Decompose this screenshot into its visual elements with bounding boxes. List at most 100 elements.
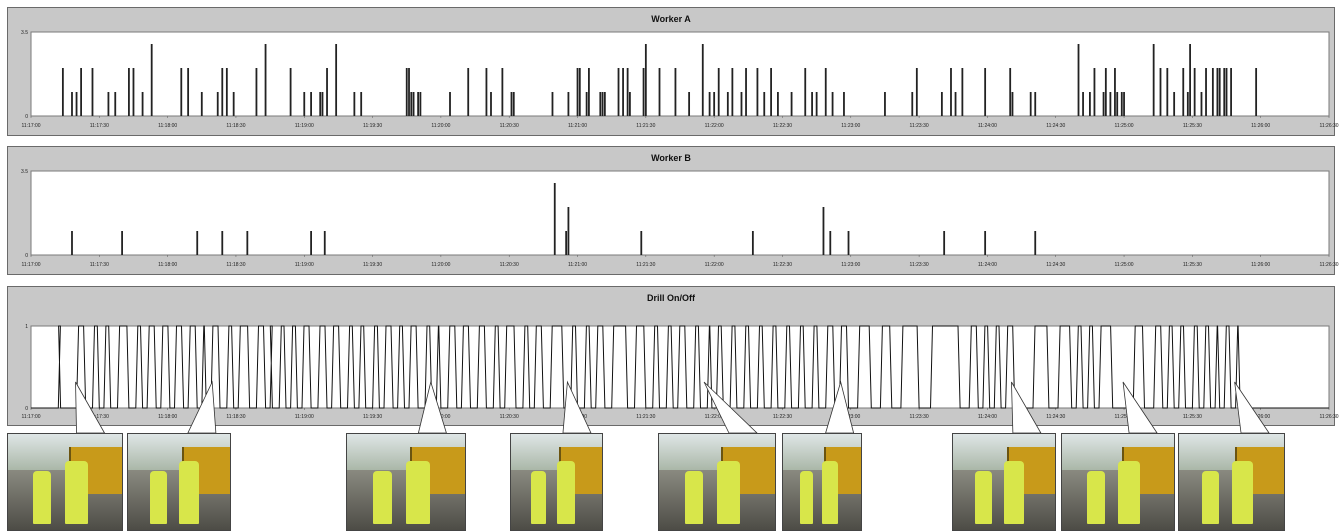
plot-area [30, 170, 1330, 256]
event-bar [831, 92, 834, 116]
event-bar [708, 92, 711, 116]
event-bar [255, 68, 258, 116]
event-bar [319, 92, 322, 116]
x-tick-label: 11:25:00 [1115, 414, 1134, 420]
x-tick-label: 11:18:00 [158, 414, 177, 420]
event-bar [1182, 68, 1185, 116]
event-bar [71, 231, 73, 255]
y-tick-label: 0 [25, 114, 28, 120]
event-bar [419, 92, 422, 116]
plot-area [30, 31, 1330, 117]
event-bar [745, 68, 747, 116]
event-bar [75, 92, 78, 116]
y-tick-label: 0 [25, 406, 28, 412]
x-tick-label: 11:22:30 [773, 262, 792, 268]
event-bar [196, 231, 199, 255]
event-bar [1120, 92, 1123, 116]
x-tick-label: 11:22:00 [705, 262, 724, 268]
x-tick-label: 11:26:30 [1319, 414, 1338, 420]
x-tick-label: 11:19:00 [295, 123, 314, 129]
worker-a-panel: Worker A 3.5 0 11:17:00 11:17:30 11:18:00 11:… [7, 7, 1339, 136]
event-bar [1166, 68, 1169, 116]
event-bar [80, 68, 82, 116]
event-bar [264, 44, 267, 116]
x-tick-label: 11:19:00 [295, 414, 314, 420]
event-bar [804, 68, 807, 116]
event-bar [408, 68, 410, 116]
event-bar [626, 68, 629, 116]
event-bar [114, 92, 117, 116]
x-tick-label: 11:20:30 [500, 262, 519, 268]
chart-title: Worker B [651, 153, 691, 163]
event-bar [770, 68, 772, 116]
event-bar [822, 207, 825, 255]
event-bar [815, 92, 818, 116]
x-tick-label: 11:19:30 [363, 262, 382, 268]
event-bar [1116, 92, 1119, 116]
worker-b-chart: 3.5 0 11:17:00 11:17:30 11:18:00 11:18:30 11:1… [21, 169, 1339, 268]
event-bar [1093, 68, 1096, 116]
event-bar [1211, 68, 1214, 116]
x-tick-label: 11:24:00 [978, 414, 997, 420]
event-bar [567, 207, 570, 255]
event-bar [221, 231, 224, 255]
event-bar [843, 92, 845, 116]
event-bar [1205, 68, 1207, 116]
event-bar [1216, 68, 1219, 116]
x-tick-label: 11:18:30 [226, 123, 245, 129]
x-tick-label: 11:26:00 [1251, 262, 1270, 268]
event-bar [1173, 92, 1176, 116]
event-bar [1189, 44, 1191, 116]
x-tick-label: 11:22:00 [705, 123, 724, 129]
x-tick-label: 11:17:00 [21, 123, 40, 129]
event-bar [585, 92, 588, 116]
event-bar [644, 44, 647, 116]
event-bar [141, 92, 144, 116]
event-bar [847, 231, 850, 255]
event-bar [326, 68, 328, 116]
x-tick-label: 11:25:30 [1183, 262, 1202, 268]
event-bar [740, 92, 743, 116]
event-bar [1218, 68, 1221, 116]
event-bar [1200, 92, 1203, 116]
x-tick-label: 11:25:30 [1183, 123, 1202, 129]
event-bar [412, 92, 415, 116]
event-bar [763, 92, 766, 116]
event-bar [61, 68, 64, 116]
x-tick-label: 11:18:00 [158, 123, 177, 129]
photo-1 [7, 433, 123, 531]
x-tick-label: 11:26:30 [1319, 123, 1338, 129]
event-bar [578, 68, 581, 116]
x-tick-label: 11:21:30 [636, 123, 655, 129]
event-bar [485, 68, 488, 116]
x-tick-label: 11:26:00 [1251, 123, 1270, 129]
event-bar [1159, 68, 1162, 116]
drill-signal-line [31, 325, 1329, 409]
x-tick-label: 11:17:30 [90, 262, 109, 268]
x-tick-label: 11:21:00 [568, 123, 587, 129]
x-tick-label: 11:23:30 [910, 123, 929, 129]
drill-panel: Drill On/Off 1 0 11:17:00 11:17:30 11:18:00 1… [7, 286, 1339, 426]
x-tick-label: 11:25:00 [1115, 262, 1134, 268]
chart-title: Worker A [651, 14, 691, 24]
x-tick-label: 11:24:00 [978, 262, 997, 268]
x-tick-label: 11:19:30 [363, 123, 382, 129]
event-bar [553, 183, 556, 255]
event-bar [551, 92, 554, 116]
x-tick-label: 11:22:30 [773, 414, 792, 420]
event-bar [1104, 68, 1107, 116]
event-bar [603, 92, 606, 116]
event-bar [984, 68, 987, 116]
event-bar [310, 231, 312, 255]
event-bar [954, 92, 957, 116]
event-bar [940, 92, 943, 116]
event-bar [410, 92, 413, 116]
x-tick-label: 11:20:00 [431, 414, 450, 420]
event-bar [246, 231, 249, 255]
event-bar [1009, 68, 1012, 116]
event-bar [756, 68, 759, 116]
photo-2 [127, 433, 231, 531]
x-tick-label: 11:24:00 [978, 123, 997, 129]
x-tick-label: 11:20:30 [500, 414, 519, 420]
worker-b-panel: Worker B 3.5 0 11:17:00 11:17:30 11:18:00 11:… [7, 146, 1339, 275]
